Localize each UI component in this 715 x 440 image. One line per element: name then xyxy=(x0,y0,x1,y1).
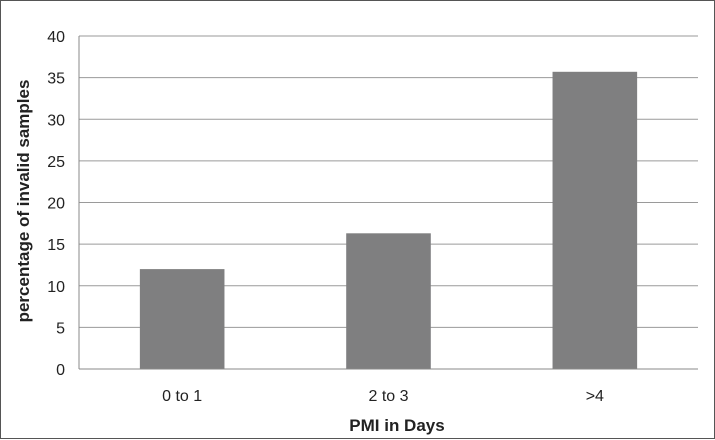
y-axis-title: percentage of invalid samples xyxy=(14,80,33,323)
bar xyxy=(552,71,638,370)
y-tick-label: 15 xyxy=(47,237,65,254)
y-tick-label: 10 xyxy=(47,279,65,296)
y-tick-label: 5 xyxy=(56,320,65,337)
bar xyxy=(346,233,431,369)
x-axis-title: PMI in Days xyxy=(349,416,444,435)
x-tick-label: 2 to 3 xyxy=(368,388,408,405)
axes xyxy=(78,36,698,370)
y-tick-labels: 0 5 10 15 20 25 30 35 40 xyxy=(47,29,65,379)
y-tick-label: 30 xyxy=(47,112,65,129)
x-tick-label: 0 to 1 xyxy=(162,388,202,405)
x-tick-labels: 0 to 1 2 to 3 >4 xyxy=(162,388,604,405)
bars xyxy=(139,71,638,370)
y-tick-label: 20 xyxy=(47,196,65,213)
x-tick-label: >4 xyxy=(586,388,604,405)
y-tick-label: 40 xyxy=(47,29,65,46)
y-tick-label: 0 xyxy=(56,362,65,379)
y-tick-label: 35 xyxy=(47,71,65,88)
bar xyxy=(139,269,225,369)
y-tick-label: 25 xyxy=(47,154,65,171)
